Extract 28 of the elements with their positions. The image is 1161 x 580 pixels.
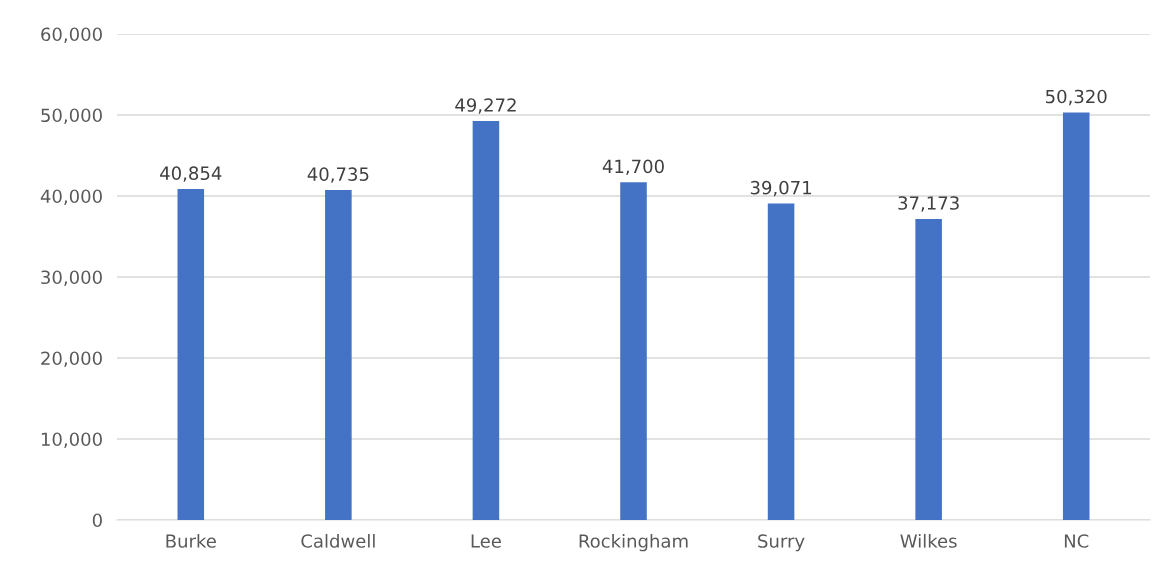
x-tick-label: NC: [1064, 534, 1089, 548]
bar: [1062, 112, 1090, 520]
y-tick-label: 20,000: [41, 351, 102, 367]
data-label: 41,700: [602, 159, 664, 176]
x-tick-label: Caldwell: [301, 533, 375, 548]
x-tick-label: Burke: [166, 533, 216, 548]
data-label: 40,735: [307, 167, 369, 183]
bar: [767, 203, 795, 520]
y-tick-label: 40,000: [40, 189, 102, 205]
data-label: 39,071: [750, 180, 811, 197]
x-tick-label: Lee: [471, 534, 501, 548]
data-label: 49,272: [455, 98, 516, 114]
x-tick-label: Surry: [758, 534, 805, 552]
bar: [620, 182, 647, 520]
y-tick-label: 60,000: [41, 27, 102, 43]
bar: [915, 218, 942, 520]
y-tick-label: 10,000: [41, 432, 102, 448]
y-tick-label: 0: [92, 513, 102, 528]
bar: [472, 120, 500, 520]
data-label: 37,173: [898, 196, 959, 212]
data-label: 40,854: [160, 166, 222, 182]
bar: [177, 189, 205, 520]
data-label: 50,320: [1046, 89, 1107, 106]
bar: [325, 190, 352, 520]
y-tick-label: 50,000: [41, 108, 102, 124]
x-tick-label: Rockingham: [579, 533, 688, 552]
x-tick-label: Wilkes: [900, 533, 957, 548]
y-tick-label: 30,000: [41, 270, 102, 286]
